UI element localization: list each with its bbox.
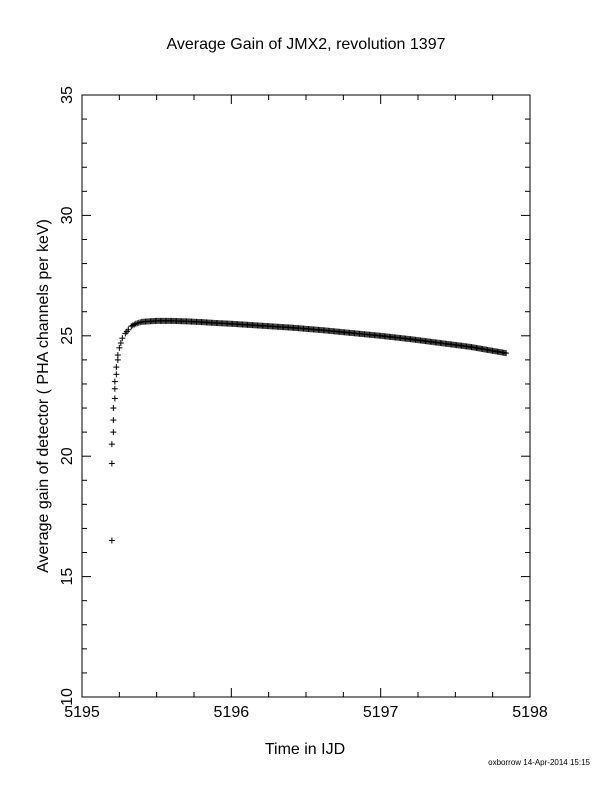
data-point <box>125 326 132 333</box>
y-tick-label: 15 <box>59 568 76 586</box>
plot-frame <box>81 94 531 698</box>
axis-ticks: 5195 5196 5197 5198 10 15 20 25 30 35 <box>59 86 548 721</box>
data-point <box>119 335 126 342</box>
data-points <box>108 317 510 544</box>
data-point <box>503 350 510 357</box>
y-axis-label: Average gain of detector ( PHA channels … <box>35 219 52 573</box>
data-point <box>114 352 121 359</box>
x-tick-label: 5195 <box>64 704 100 721</box>
y-tick-label: 20 <box>59 447 76 465</box>
data-point <box>116 344 123 351</box>
data-point <box>131 321 138 328</box>
y-tick-label: 10 <box>59 688 76 706</box>
x-tick-label: 5196 <box>214 704 250 721</box>
y-tick-label: 35 <box>59 86 76 104</box>
x-tick-label: 5197 <box>363 704 399 721</box>
y-tick-label: 30 <box>59 206 76 224</box>
data-point <box>117 340 124 347</box>
data-point <box>111 378 118 385</box>
footer-credit: oxborrow 14-Apr-2014 15:15 <box>488 758 590 767</box>
y-tick-label: 25 <box>59 327 76 345</box>
data-point <box>113 371 120 378</box>
data-point <box>113 364 120 371</box>
x-tick-label: 5198 <box>512 704 548 721</box>
data-point <box>110 417 117 424</box>
data-point <box>111 395 118 402</box>
data-point <box>108 460 115 467</box>
x-axis-label: Time in IJD <box>265 741 345 758</box>
data-point <box>110 429 117 436</box>
data-point <box>108 441 115 448</box>
plot-border <box>81 94 531 698</box>
data-point <box>108 537 115 544</box>
chart-title: Average Gain of JMX2, revolution 1397 <box>166 36 446 53</box>
data-point <box>110 405 117 412</box>
data-point <box>111 385 118 392</box>
